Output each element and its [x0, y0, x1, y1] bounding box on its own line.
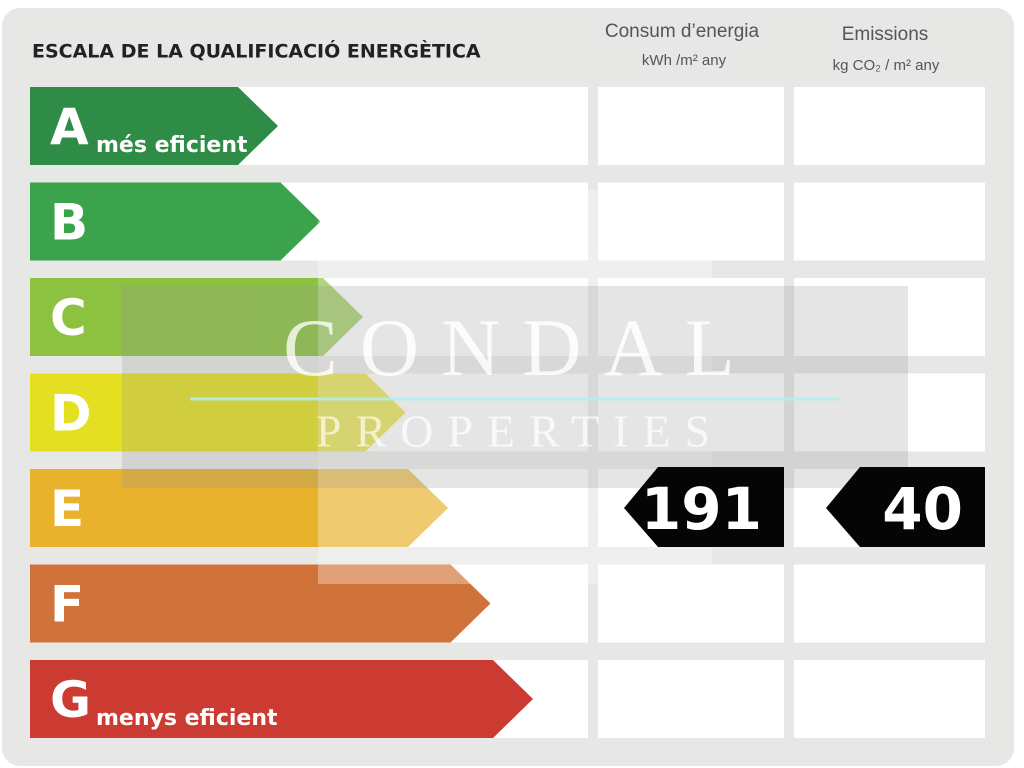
rating-arrow: [30, 469, 448, 547]
value-cell: [598, 87, 784, 165]
rating-letter: E: [50, 480, 84, 538]
column-title: Consum d’energia: [605, 21, 760, 42]
rating-note: menys eficient: [96, 706, 278, 731]
value-cell: [598, 373, 784, 452]
value-cell: [794, 182, 985, 261]
rating-letter: C: [50, 289, 87, 347]
label-title: ESCALA DE LA QUALIFICACIÓ ENERGÈTICA: [32, 39, 481, 63]
rating-arrow: [30, 373, 406, 452]
rating-note: més eficient: [96, 133, 248, 158]
rating-letter: A: [50, 98, 89, 156]
rating-letter: D: [50, 385, 92, 443]
result-value: 40: [882, 475, 963, 543]
rating-letter: F: [50, 576, 84, 634]
value-cell: [794, 660, 985, 738]
value-cell: [598, 182, 784, 261]
rating-arrow: [30, 660, 533, 738]
value-cell: [794, 373, 985, 452]
column-unit: kg CO₂ / m² any: [833, 57, 940, 74]
value-cell: [794, 278, 985, 356]
result-arrow: [624, 467, 784, 547]
rating-letter: G: [50, 671, 91, 729]
rating-letter: B: [50, 194, 88, 252]
column-title: Emissions: [842, 24, 929, 45]
value-cell: [794, 564, 985, 643]
value-cell: [598, 564, 784, 643]
rating-arrow: [30, 564, 491, 643]
rating-arrow: [30, 87, 278, 165]
watermark-band: [122, 286, 908, 488]
result-value: 191: [641, 475, 762, 543]
value-cell: [598, 660, 784, 738]
rating-arrow: [30, 182, 321, 261]
column-unit: kWh /m² any: [642, 52, 727, 69]
results: 191 40: [624, 467, 985, 547]
value-cell: [794, 87, 985, 165]
rating-arrow: [30, 278, 363, 356]
watermark-tagline: PROPERTIES: [316, 406, 724, 457]
watermark-name: CONDAL: [283, 302, 757, 393]
result-arrow: [826, 467, 985, 547]
value-cell: [598, 278, 784, 356]
